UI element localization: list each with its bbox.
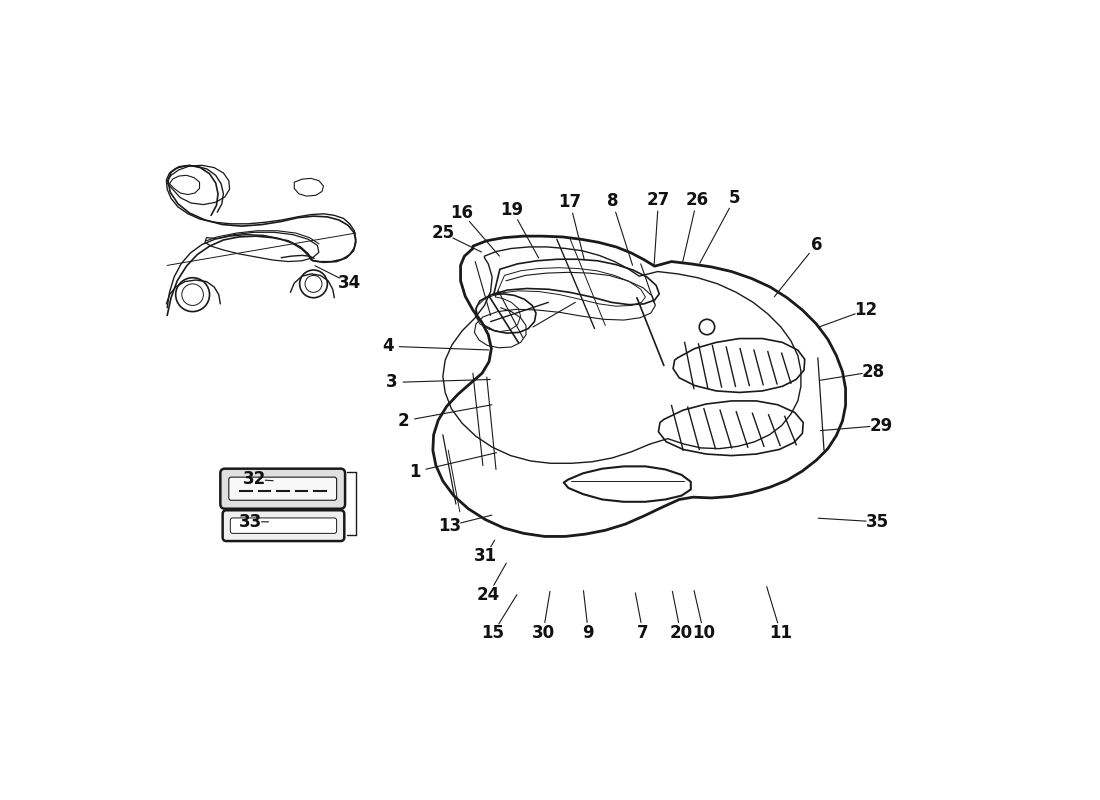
Text: 12: 12: [854, 301, 877, 319]
Text: 26: 26: [685, 191, 708, 209]
Text: 16: 16: [451, 204, 474, 222]
Text: 10: 10: [692, 625, 715, 642]
Text: 9: 9: [583, 625, 594, 642]
Text: 2: 2: [398, 412, 409, 430]
Text: 35: 35: [866, 513, 889, 531]
Text: 17: 17: [559, 194, 582, 211]
Text: 25: 25: [431, 224, 454, 242]
Text: 33: 33: [239, 513, 262, 531]
Text: 7: 7: [637, 625, 649, 642]
Text: 13: 13: [438, 517, 461, 534]
Text: 29: 29: [869, 417, 892, 434]
Text: 20: 20: [669, 625, 692, 642]
FancyBboxPatch shape: [229, 477, 337, 500]
FancyBboxPatch shape: [222, 510, 344, 541]
Text: 34: 34: [338, 274, 361, 292]
Text: 24: 24: [476, 586, 499, 604]
Text: 19: 19: [500, 201, 524, 219]
Text: 4: 4: [383, 338, 394, 355]
Text: 28: 28: [861, 362, 884, 381]
Text: 27: 27: [647, 191, 670, 209]
PathPatch shape: [433, 236, 846, 537]
Text: 15: 15: [482, 625, 505, 642]
Text: 1: 1: [409, 462, 421, 481]
Text: 5: 5: [729, 190, 740, 207]
FancyBboxPatch shape: [230, 518, 337, 534]
Text: 6: 6: [811, 236, 822, 254]
Text: 30: 30: [531, 625, 554, 642]
FancyBboxPatch shape: [220, 469, 345, 509]
Text: 3: 3: [386, 374, 398, 391]
Text: 32: 32: [243, 470, 266, 489]
Text: 31: 31: [474, 547, 497, 566]
Text: 11: 11: [769, 625, 792, 642]
Text: 8: 8: [606, 193, 618, 210]
